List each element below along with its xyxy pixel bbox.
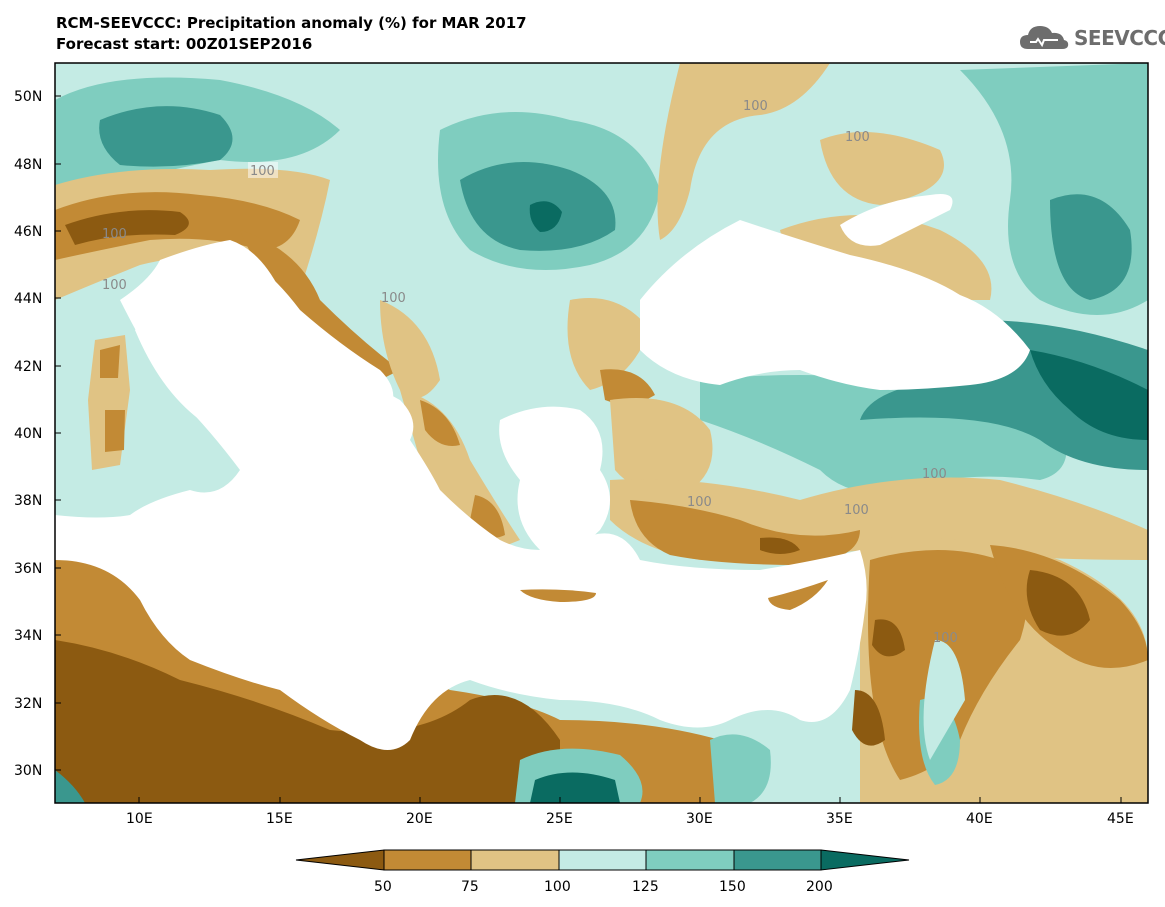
lat-label: 40N [14, 426, 42, 442]
lat-label: 34N [14, 628, 42, 644]
dark-teal-zone-germany [99, 106, 233, 167]
dark-teal-zone-egypt [530, 772, 620, 803]
black-sea [640, 220, 1030, 390]
map-title: RCM-SEEVCCC: Precipitation anomaly (%) f… [56, 13, 527, 55]
lon-label: 35E [826, 811, 853, 827]
contour-label: 100 [933, 631, 958, 646]
colorbar-segment [470, 849, 560, 871]
contour-label: 100 [687, 495, 712, 510]
map-field [55, 63, 1148, 803]
tyrrhenian-sea [135, 280, 300, 470]
colorbar-label: 100 [544, 879, 571, 895]
brown-zone-adriatic-east [240, 230, 400, 380]
title-line-1: RCM-SEEVCCC: Precipitation anomaly (%) f… [56, 14, 527, 32]
lon-label: 40E [966, 811, 993, 827]
cyprus-island [768, 580, 828, 610]
crete-island [520, 589, 596, 602]
lon-label: 15E [266, 811, 293, 827]
logo-text: SEEVCCC [1074, 26, 1165, 50]
colorbar-segment [383, 849, 472, 871]
colorbar-label: 125 [632, 879, 659, 895]
tan-zone-ukraine [657, 63, 830, 240]
teal-corner-sw [55, 770, 85, 803]
colorbar-labels: 50 75 100 125 150 200 [374, 879, 833, 895]
tan-zone-bulgaria-coast [567, 298, 650, 390]
contour-labels: 100 100 100 100 100 100 100 100 100 100 [102, 99, 958, 646]
colorbar [295, 849, 910, 871]
contour-label: 100 [844, 503, 869, 518]
mediterranean-sea [55, 240, 867, 750]
colorbar-segment [820, 849, 910, 871]
title-line-2: Forecast start: 00Z01SEP2016 [56, 35, 313, 53]
lat-label: 42N [14, 359, 42, 375]
lon-label: 25E [546, 811, 573, 827]
colorbar-segment [733, 849, 822, 871]
lon-label: 30E [686, 811, 713, 827]
longitude-axis: 10E 15E 20E 25E 30E 35E 40E 45E [126, 797, 1134, 827]
lat-label: 48N [14, 157, 42, 173]
deepest-teal-zone-georgia [1030, 350, 1148, 440]
lat-label: 46N [14, 224, 42, 240]
contour-label: 100 [743, 99, 768, 114]
dark-brown-zone-libya [55, 640, 560, 803]
contour-label: 100 [381, 291, 406, 306]
dark-teal-zone-caucasus [860, 320, 1148, 470]
contour-label: 100 [102, 278, 127, 293]
contour-label: 100 [102, 227, 127, 242]
contour-label: 100 [250, 164, 275, 179]
colorbar-label: 50 [374, 879, 392, 895]
lat-label: 38N [14, 493, 42, 509]
seevccc-logo: SEEVCCC [1018, 22, 1165, 54]
lat-label: 36N [14, 561, 42, 577]
colorbar-segment [645, 849, 735, 871]
lon-label: 10E [126, 811, 153, 827]
lat-label: 32N [14, 696, 42, 712]
colorbar-label: 200 [806, 879, 833, 895]
tan-zone-dnipro [820, 132, 944, 205]
azov-sea [840, 194, 953, 246]
lon-label: 45E [1107, 811, 1134, 827]
lat-label: 50N [14, 89, 42, 105]
colorbar-segment [295, 849, 385, 871]
colorbar-label: 75 [461, 879, 479, 895]
dark-brown-zone-lebanon [852, 619, 905, 746]
brown-zone-greece [420, 400, 505, 538]
lon-label: 20E [406, 811, 433, 827]
lat-label: 44N [14, 291, 42, 307]
latitude-axis: 50N 48N 46N 44N 42N 40N 38N 36N 34N 32N … [14, 89, 61, 779]
dark-brown-zone-alps [65, 210, 189, 245]
tan-zone-balkans [380, 300, 440, 398]
light-teal-zone-jordan [923, 640, 965, 760]
contour-label: 100 [845, 130, 870, 145]
colorbar-segment [558, 849, 647, 871]
dark-brown-zone-iraq [1026, 570, 1090, 636]
cloud-icon [1020, 26, 1069, 49]
dark-teal-zone-russia [1050, 194, 1132, 300]
contour-label: 100 [922, 467, 947, 482]
colorbar-label: 150 [719, 879, 746, 895]
tan-zone-anatolia-west [610, 398, 713, 493]
brown-spots-sardinia [100, 345, 125, 452]
brown-zone-bosphorus [600, 369, 655, 404]
teal-zone-nile [710, 734, 771, 803]
lat-label: 30N [14, 763, 42, 779]
deepest-teal-spot-romania [529, 201, 562, 232]
brown-zone-anatolia-south [630, 500, 860, 565]
adriatic-sea [238, 255, 394, 410]
aegean-sea [499, 406, 610, 553]
dark-brown-spot-anatolia [760, 537, 800, 554]
